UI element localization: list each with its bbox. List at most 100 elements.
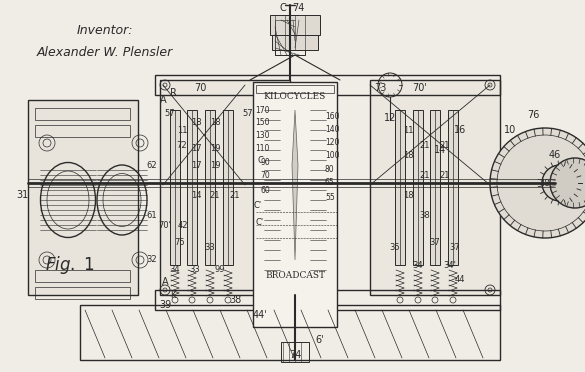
Text: C: C [257,155,263,164]
Bar [272,35,318,50]
Text: 74: 74 [292,3,304,13]
Bar [28,100,138,295]
Text: 35: 35 [390,244,400,253]
Text: 160: 160 [325,112,339,121]
Text: 44: 44 [455,276,465,285]
Bar [413,110,423,265]
Bar [253,82,337,327]
Text: 34': 34' [443,260,456,269]
Bar [370,80,500,295]
Text: 14: 14 [434,145,446,155]
Text: 60: 60 [260,186,270,195]
Bar [223,110,233,265]
Bar [155,75,500,95]
Text: 12: 12 [384,113,396,123]
Bar [395,110,405,265]
Circle shape [490,128,585,238]
Text: Inventor:: Inventor: [77,23,133,36]
Text: 70': 70' [412,83,428,93]
Bar [35,287,130,299]
Bar [205,110,215,265]
Text: 18: 18 [402,151,414,160]
Bar [281,342,309,362]
Text: KILOCYCLES: KILOCYCLES [264,92,326,100]
Bar [430,110,440,265]
Bar [35,108,130,120]
Text: 18: 18 [209,118,221,126]
Text: 21: 21 [420,141,430,150]
Text: 80: 80 [325,164,335,173]
Text: 110: 110 [256,144,270,153]
Text: C': C' [256,218,264,227]
Text: 72: 72 [177,141,187,150]
Text: 42: 42 [178,221,188,230]
Text: 70: 70 [260,170,270,180]
Bar [448,110,458,265]
Text: 32: 32 [147,256,157,264]
Text: 10: 10 [504,125,516,135]
Bar [170,110,180,265]
Text: 34: 34 [412,260,424,269]
Text: 130: 130 [256,131,270,140]
Text: 11: 11 [177,125,187,135]
Bar [80,305,500,360]
Text: C: C [280,3,287,13]
Text: 48: 48 [540,179,550,187]
Circle shape [550,158,585,208]
Text: $\mathit{Fig.\ 1}$: $\mathit{Fig.\ 1}$ [45,254,95,276]
Text: 61: 61 [147,211,157,219]
Text: 70': 70' [159,221,171,230]
Text: 57: 57 [165,109,175,118]
Text: 21: 21 [440,170,450,180]
Text: 19: 19 [210,144,220,153]
Text: 38: 38 [419,211,431,219]
Circle shape [542,165,578,201]
Text: 170: 170 [256,106,270,115]
Text: 140: 140 [325,125,339,134]
Text: 65: 65 [325,177,335,186]
Text: 21: 21 [210,190,220,199]
Bar [35,270,130,282]
Text: 34: 34 [170,266,180,275]
Text: 100: 100 [325,151,339,160]
Text: 31: 31 [16,190,28,200]
Text: 46: 46 [549,150,561,160]
Bar [187,110,197,265]
Text: 19: 19 [210,160,220,170]
Bar [270,15,320,35]
Text: A: A [161,277,168,287]
Text: 16: 16 [454,125,466,135]
Text: 11: 11 [402,125,413,135]
Text: Alexander W. Plensler: Alexander W. Plensler [37,45,173,58]
Text: 18: 18 [191,118,201,126]
Text: 74: 74 [289,350,301,360]
Text: 44': 44' [253,310,267,320]
Text: 21: 21 [440,141,450,150]
Text: 14: 14 [191,190,201,199]
Text: 21: 21 [230,190,240,199]
Text: 90: 90 [260,157,270,167]
Text: 38: 38 [229,295,241,305]
Text: 73: 73 [374,83,386,93]
Text: BROADCAST: BROADCAST [265,270,325,279]
Text: 37: 37 [450,244,460,253]
Text: 21: 21 [420,170,430,180]
Text: C': C' [254,201,262,209]
Text: 99: 99 [215,266,225,275]
Text: 18: 18 [402,190,414,199]
Text: 75: 75 [175,237,185,247]
Text: A: A [160,95,166,105]
Text: 62: 62 [147,160,157,170]
Text: R: R [170,88,177,98]
Text: 70: 70 [194,83,206,93]
Bar [35,125,130,137]
Text: 17: 17 [191,144,201,153]
Bar [160,80,290,295]
Text: 150: 150 [256,118,270,126]
Bar [155,290,500,310]
Text: 55: 55 [325,192,335,202]
Text: 33: 33 [205,244,215,253]
Bar [275,20,305,55]
Text: 33: 33 [190,266,201,275]
Text: 76: 76 [527,110,539,120]
